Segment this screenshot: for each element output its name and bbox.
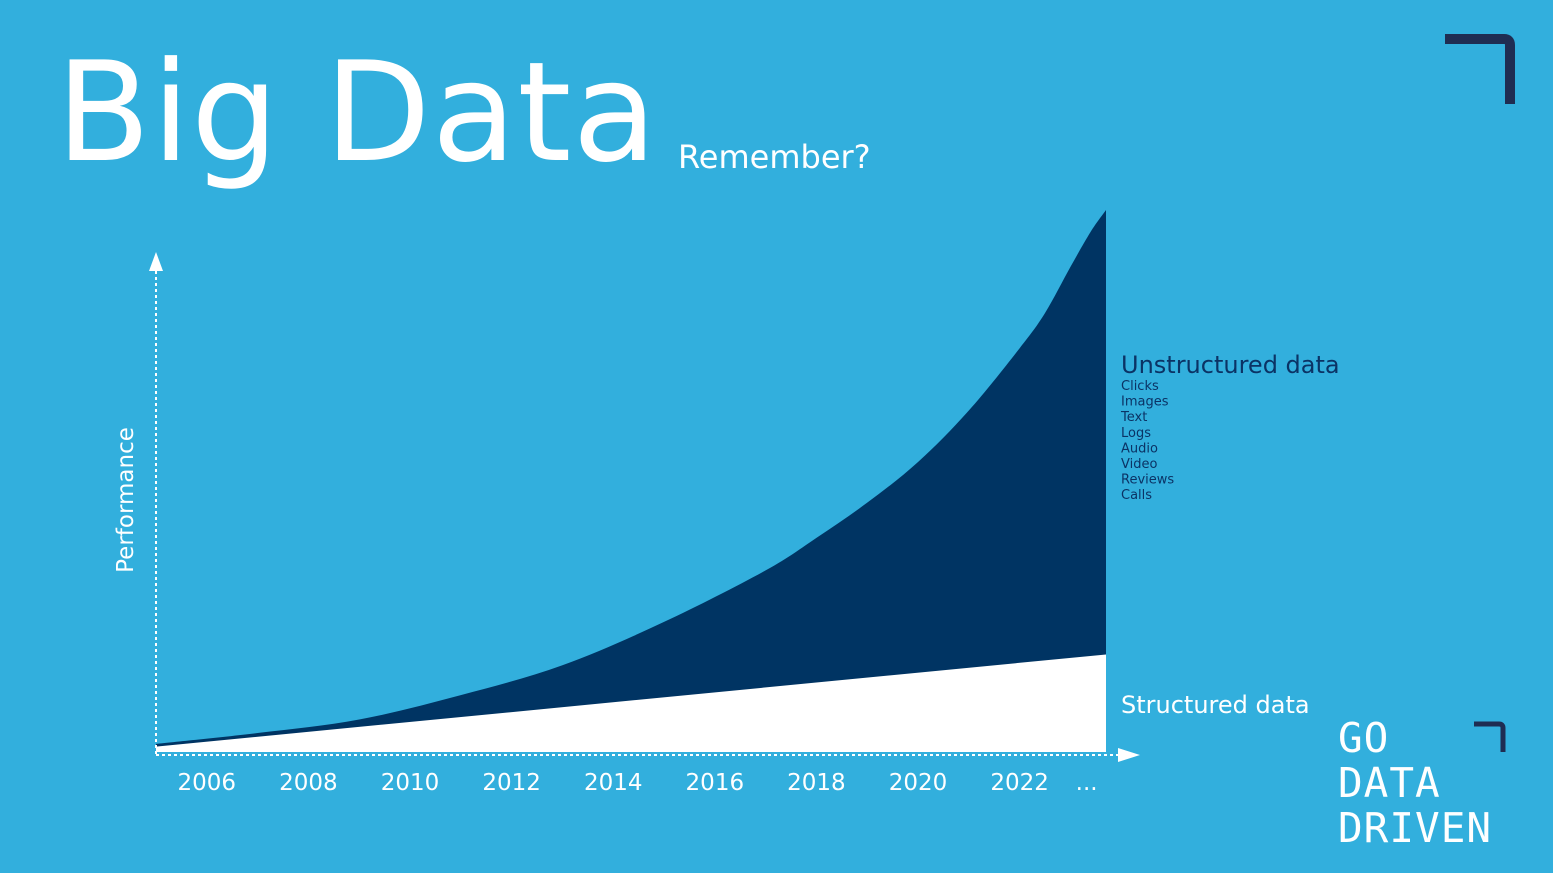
x-tick-label: 2010: [381, 770, 440, 796]
x-tick-label: 2020: [889, 770, 948, 796]
slide-title: Big Data: [56, 32, 658, 193]
unstructured-sublabel: Clicks: [1121, 379, 1159, 394]
unstructured-sublabel: Images: [1121, 395, 1169, 410]
x-tick-label: 2022: [990, 770, 1049, 796]
x-tick-label: 2016: [686, 770, 745, 796]
unstructured-sublabel: Video: [1121, 457, 1157, 472]
chart-areas: [156, 210, 1106, 752]
unstructured-sublabel: Logs: [1121, 426, 1151, 441]
unstructured-sublabel: Reviews: [1121, 473, 1174, 488]
y-axis-label: Performance: [113, 427, 139, 573]
unstructured-sublabel: Text: [1120, 410, 1147, 425]
structured-area: [156, 654, 1106, 752]
logo-line: DATA: [1338, 759, 1441, 807]
x-axis-arrow-icon: [1118, 748, 1140, 762]
x-tick-label: 2006: [178, 770, 237, 796]
x-tick-label: 2008: [279, 770, 338, 796]
x-tick-label: 2018: [787, 770, 846, 796]
chart-axes: [149, 252, 1140, 762]
x-tick-label: 2012: [482, 770, 541, 796]
unstructured-label: Unstructured data: [1121, 351, 1340, 379]
logo-line: GO: [1338, 716, 1389, 762]
logo-line: DRIVEN: [1338, 804, 1492, 846]
structured-label: Structured data: [1121, 691, 1310, 719]
x-tick-labels: 2006 2008 2010 2012 2014 2016 2018 2020 2022...: [178, 770, 1098, 796]
slide-subtitle: Remember?: [678, 138, 871, 176]
series-labels: Unstructured dataClicksImagesTextLogsAud…: [1120, 351, 1340, 719]
x-tick-label: ...: [1076, 770, 1098, 796]
corner-bracket-icon: [1445, 34, 1515, 104]
unstructured-sublabel: Calls: [1121, 488, 1152, 503]
y-axis-arrow-icon: [149, 252, 163, 271]
unstructured-sublabel: Audio: [1121, 441, 1158, 456]
x-tick-label: 2014: [584, 770, 643, 796]
unstructured-area: [156, 210, 1106, 752]
